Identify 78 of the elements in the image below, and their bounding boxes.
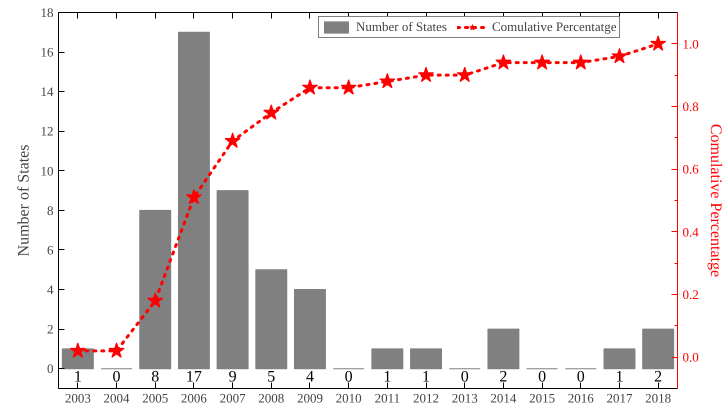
y-tick-label: 2 [47,322,54,337]
y2-tick-label: 0.0 [682,350,699,365]
bar [216,190,249,370]
point [456,66,473,82]
y2-tick-label: 0.4 [682,224,700,240]
y-tick-label: 4 [47,282,54,298]
x-tick-label: 2010 [336,390,362,406]
x-tick-label: 2015 [529,390,556,406]
x-tick-label: 2003 [64,390,91,406]
y-tick-label: 0 [47,361,54,376]
point [650,35,666,51]
bar [487,328,520,370]
legend-label: Comulative Percentatge [492,19,617,35]
x-tick-label: 2004 [104,390,130,406]
point [263,104,280,120]
data-label: 0 [344,368,353,386]
y2-tick-label: 1.0 [682,36,699,52]
data-label: 0 [576,368,585,386]
point [302,79,318,95]
data-label: 8 [151,368,160,386]
x-tick-label: 2011 [374,390,400,406]
bar [603,348,636,370]
x-tick-label: 2005 [142,390,168,406]
x-tick-label: 2017 [606,390,633,406]
point [108,342,125,358]
x-tick-label: 2018 [645,390,672,406]
y-tick-label: 10 [40,163,54,178]
point [379,72,396,88]
y2-tick-label: 0.2 [682,287,699,302]
data-label: 1 [383,368,392,386]
point [70,342,86,358]
x-tick-label: 2013 [452,390,478,406]
data-label: 0 [460,368,469,386]
y2-tick-label: 0.6 [682,162,700,177]
bar [255,269,288,370]
data-label: 2 [499,368,508,386]
data-label: 1 [74,368,82,386]
y-tick-label: 8 [47,202,54,218]
y-axis-title: Number of States [16,144,32,256]
point [611,48,628,64]
x-tick-label: 2006 [180,390,208,406]
point [572,54,589,70]
bar [139,210,172,370]
bar [178,32,210,370]
y-tick-label: 12 [40,124,54,139]
data-label: 5 [267,368,276,386]
point [495,54,512,70]
data-label: 0 [112,368,121,386]
data-label: 9 [228,368,237,386]
x-tick-label: 2014 [490,390,517,406]
point [186,188,202,204]
data-label: 2 [654,368,662,386]
data-label: 1 [422,368,430,386]
y-tick-label: 6 [47,242,54,258]
point [224,132,241,148]
point [534,54,550,70]
x-tick-label: 2007 [220,390,246,406]
point [418,66,434,82]
y2-axis-title: Comulative Percentatge [706,124,724,278]
x-tick-label: 2008 [258,390,284,406]
y-tick-label: 16 [40,44,54,60]
bar [410,348,442,370]
x-tick-label: 2009 [296,390,323,406]
data-label: 1 [615,368,624,386]
data-label: 4 [306,368,314,386]
y-tick-label: 18 [40,5,54,20]
y2-tick-label: 0.8 [682,99,699,114]
point [147,292,164,308]
legend-label: Number of States [356,19,447,35]
y-tick-label: 14 [40,84,54,100]
bar [371,348,404,370]
bar [642,328,674,370]
x-tick-label: 2012 [413,390,440,406]
data-label: 17 [186,368,202,386]
data-label: 0 [538,368,546,386]
bar [294,289,326,370]
point [340,79,357,95]
x-tick-label: 2016 [568,390,594,406]
